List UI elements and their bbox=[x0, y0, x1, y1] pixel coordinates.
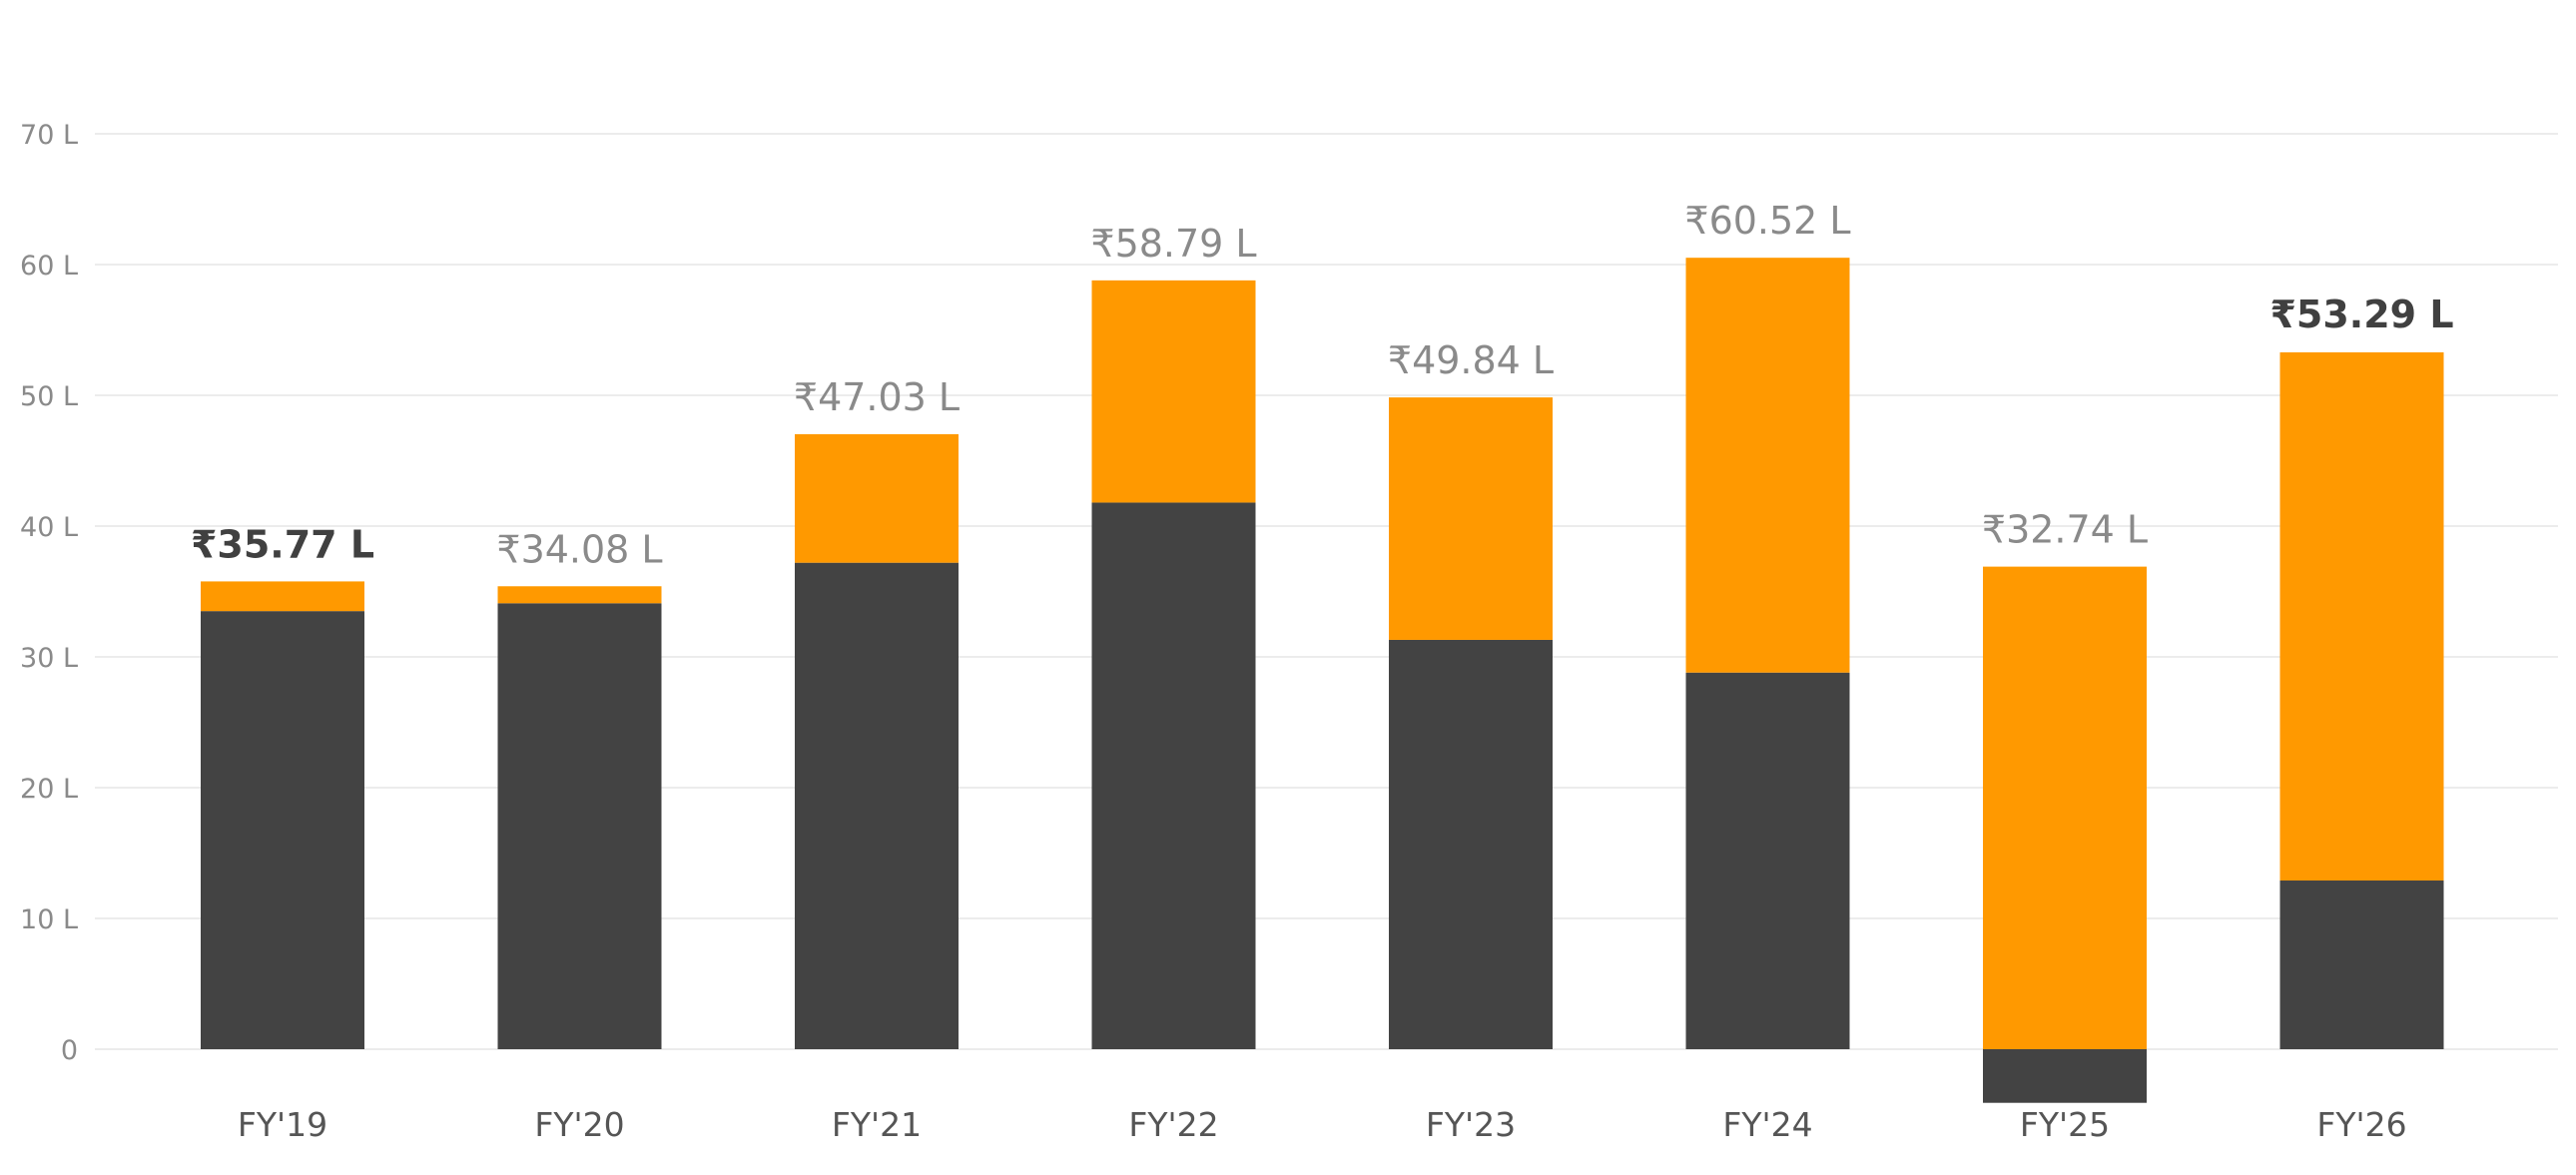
x-tick-label: FY'23 bbox=[1426, 1105, 1516, 1144]
y-tick-label: 10 L bbox=[20, 904, 78, 935]
bar-segment-dark bbox=[2279, 881, 2444, 1049]
data-labels: ₹35.77 L ₹34.08 L ₹47.03 L ₹58.79 L ₹49.84 L… bbox=[191, 199, 2454, 571]
y-tick-label: 50 L bbox=[20, 381, 78, 412]
bar-segment-orange bbox=[1983, 566, 2147, 1049]
bar-segment-dark bbox=[1389, 639, 1553, 1049]
bar-segment-dark bbox=[795, 562, 959, 1049]
total-value-label: ₹58.79 L bbox=[1090, 222, 1256, 266]
bar-segment-orange bbox=[2279, 351, 2444, 881]
x-tick-label: FY'26 bbox=[2316, 1105, 2406, 1144]
gridlines bbox=[95, 133, 2558, 1050]
y-tick-label: 60 L bbox=[20, 251, 78, 282]
total-value-label: ₹32.74 L bbox=[1982, 508, 2148, 552]
y-tick-label: 40 L bbox=[20, 512, 78, 543]
bar-segment-dark bbox=[1983, 1049, 2147, 1103]
bar-segment-dark bbox=[1091, 502, 1256, 1049]
total-value-label: ₹34.08 L bbox=[496, 527, 662, 571]
x-tick-label: FY'19 bbox=[238, 1105, 327, 1144]
axes: 0 10 L 20 L 30 L 40 L 50 L 60 L 70 L FY'19 FY'20 F… bbox=[20, 120, 2407, 1144]
bar-segment-orange bbox=[1091, 280, 1256, 503]
y-tick-label: 20 L bbox=[20, 774, 78, 805]
y-tick-label: 30 L bbox=[20, 643, 78, 674]
bar-segment-orange bbox=[1685, 258, 1850, 673]
total-value-label: ₹53.29 L bbox=[2269, 293, 2453, 336]
bars bbox=[201, 258, 2444, 1103]
x-tick-label: FY'25 bbox=[2020, 1105, 2110, 1144]
y-tick-label: 0 bbox=[61, 1035, 78, 1066]
bar-segment-dark bbox=[497, 603, 662, 1049]
x-tick-label: FY'22 bbox=[1128, 1105, 1218, 1144]
bar-segment-dark bbox=[1685, 672, 1850, 1049]
bar-segment-orange bbox=[201, 581, 364, 612]
x-tick-label: FY'20 bbox=[534, 1105, 624, 1144]
x-tick-label: FY'24 bbox=[1722, 1105, 1812, 1144]
total-value-label: ₹47.03 L bbox=[794, 375, 960, 419]
total-value-label: ₹49.84 L bbox=[1388, 338, 1554, 382]
bar-segment-orange bbox=[497, 586, 662, 604]
x-tick-label: FY'21 bbox=[832, 1105, 922, 1144]
total-value-label: ₹60.52 L bbox=[1684, 199, 1850, 243]
total-value-label: ₹35.77 L bbox=[191, 522, 374, 566]
bar-segment-orange bbox=[795, 433, 959, 563]
bar-segment-orange bbox=[1389, 397, 1553, 640]
y-tick-label: 70 L bbox=[20, 120, 78, 151]
bar-segment-dark bbox=[201, 611, 364, 1049]
